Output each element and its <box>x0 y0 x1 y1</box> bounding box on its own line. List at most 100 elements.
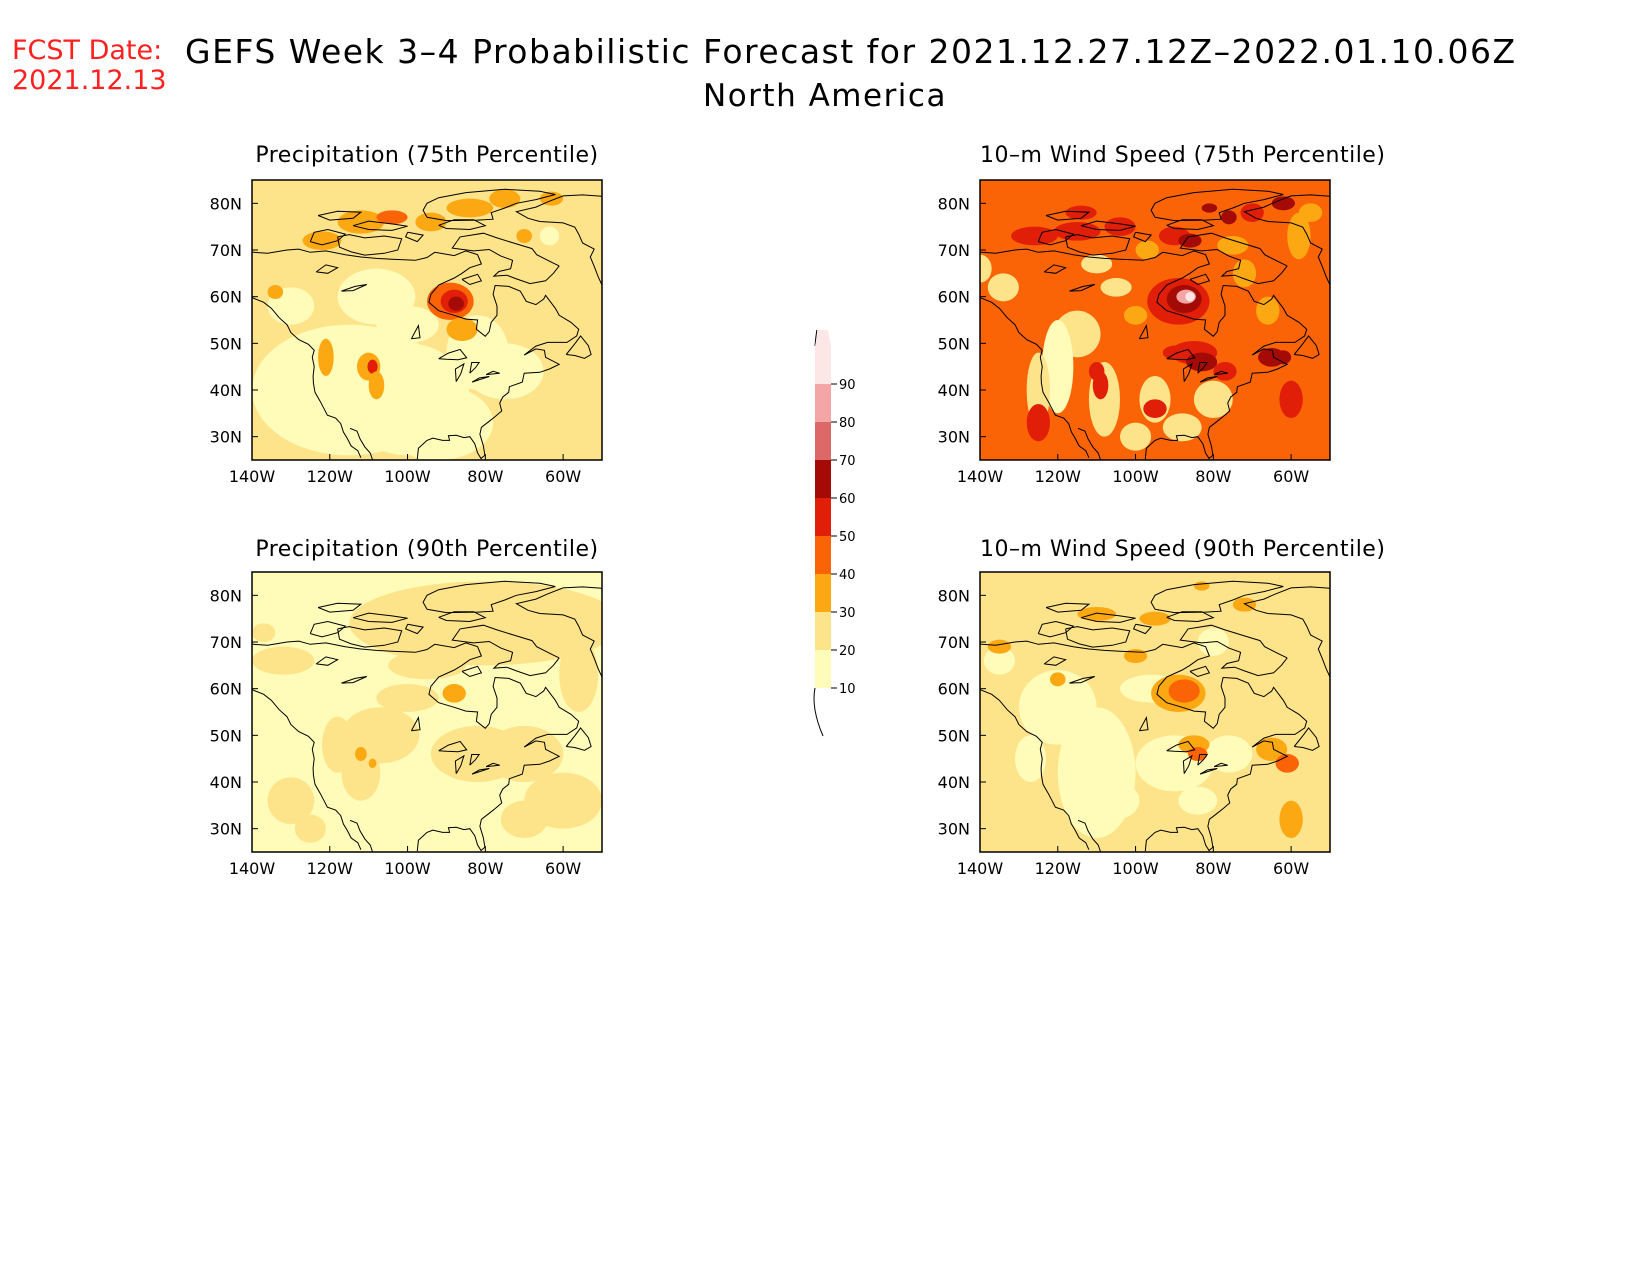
probability-region <box>980 254 992 283</box>
coastline <box>349 427 374 460</box>
coastline <box>1080 220 1136 231</box>
coastline <box>252 639 580 851</box>
coastline <box>1037 228 1075 246</box>
coastline <box>438 611 487 623</box>
lat-tick-label: 60N <box>210 680 242 699</box>
page-title: GEFS Week 3–4 Probabilistic Forecast for… <box>185 32 1517 71</box>
coastline <box>469 362 481 374</box>
map-frame <box>979 179 1331 461</box>
probability-region <box>252 646 315 675</box>
coastline <box>341 676 367 684</box>
coastline <box>438 348 468 361</box>
probability-region <box>403 422 451 460</box>
probability-region <box>465 343 544 400</box>
coastline <box>1138 323 1149 340</box>
probability-region <box>500 800 548 838</box>
map-frame <box>979 571 1331 853</box>
probability-region <box>1271 196 1295 211</box>
coastline <box>980 247 1308 459</box>
coastline <box>1197 362 1209 374</box>
probability-region <box>294 814 326 843</box>
probability-region <box>368 371 385 400</box>
probability-region <box>1178 233 1202 248</box>
coastline <box>469 754 481 766</box>
probability-region <box>415 212 447 232</box>
colorbar-label: 10 <box>839 682 856 697</box>
probability-region <box>1201 203 1218 213</box>
coastline <box>422 188 556 222</box>
probability-region <box>376 306 439 344</box>
lat-tick-label: 30N <box>938 428 970 447</box>
probability-region <box>337 210 385 234</box>
probability-region <box>367 359 378 374</box>
coastline <box>1166 740 1196 753</box>
coastline <box>1293 335 1320 359</box>
probability-region <box>1077 607 1117 621</box>
forecast-date-value: 2021.12.13 <box>12 65 167 96</box>
coastline <box>1293 727 1320 751</box>
coastline <box>1199 376 1218 383</box>
probability-region <box>1185 292 1195 302</box>
region-subtitle: North America <box>703 78 947 114</box>
probability-region <box>1092 371 1109 400</box>
lon-tick-label: 100W <box>384 859 431 878</box>
lat-tick-label: 30N <box>210 428 242 447</box>
coastline <box>1069 676 1095 684</box>
probability-region <box>322 716 354 773</box>
coastline <box>410 715 421 732</box>
lon-tick-label: 80W <box>467 467 503 486</box>
probability-region <box>1081 254 1113 274</box>
lon-tick-label: 60W <box>1273 467 1309 486</box>
lon-tick-label: 120W <box>307 467 354 486</box>
coastline <box>1213 370 1228 376</box>
coastline <box>1037 620 1075 638</box>
coastline <box>565 727 592 751</box>
lat-tick-label: 70N <box>938 241 970 260</box>
lat-tick-label: 80N <box>938 194 970 213</box>
probability-region <box>1256 296 1280 325</box>
lon-tick-label: 120W <box>1035 467 1082 486</box>
probability-region <box>442 684 466 703</box>
lon-tick-label: 120W <box>1035 859 1082 878</box>
colorbar-segment <box>815 346 831 384</box>
coastline <box>252 689 362 850</box>
probability-region <box>1213 362 1237 381</box>
forecast-date-label: FCST Date: <box>12 35 163 66</box>
probability-region <box>539 226 560 246</box>
probability-region <box>341 744 381 801</box>
coastline <box>1166 219 1215 231</box>
lat-tick-label: 50N <box>210 726 242 745</box>
coastline <box>404 623 425 635</box>
coastline <box>252 247 580 459</box>
lon-tick-label: 80W <box>467 859 503 878</box>
coastline <box>1166 611 1215 623</box>
coastline <box>1045 210 1091 221</box>
coastline <box>515 586 602 678</box>
lat-tick-label: 70N <box>210 241 242 260</box>
lat-tick-label: 40N <box>938 381 970 400</box>
lat-tick-label: 30N <box>210 820 242 839</box>
lon-tick-label: 140W <box>957 859 1004 878</box>
probability-region <box>1279 380 1303 418</box>
coastline <box>1197 754 1209 766</box>
panel-title-wind90: 10–m Wind Speed (90th Percentile) <box>980 537 1386 562</box>
lat-tick-label: 60N <box>938 680 970 699</box>
coastline <box>461 273 483 286</box>
coastline <box>1045 602 1091 613</box>
probability-region <box>355 747 367 761</box>
probability-region <box>1065 205 1097 220</box>
coastline <box>309 620 347 638</box>
colorbar-segment <box>815 650 831 688</box>
lon-tick-label: 80W <box>1195 467 1231 486</box>
probability-region <box>489 189 521 208</box>
probability-region <box>1287 212 1311 260</box>
probability-region <box>1232 597 1257 612</box>
coastline <box>1179 624 1288 677</box>
coastline <box>515 194 602 286</box>
coastline <box>485 762 500 768</box>
lat-tick-label: 60N <box>210 288 242 307</box>
coastline <box>309 228 347 246</box>
lon-tick-label: 60W <box>545 467 581 486</box>
lat-tick-label: 50N <box>938 334 970 353</box>
colorbar-label: 40 <box>839 568 856 583</box>
